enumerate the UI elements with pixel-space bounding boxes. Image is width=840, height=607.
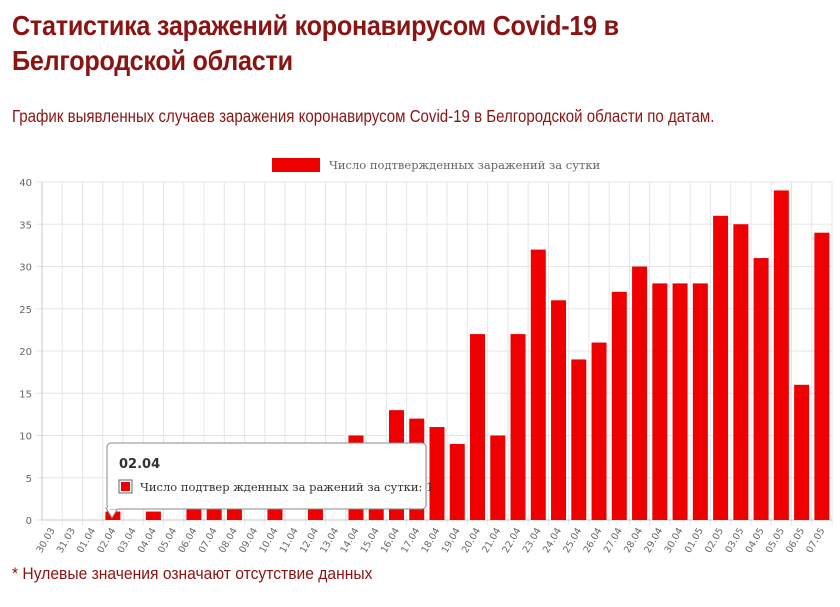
x-tick-label: 16.04 [379,526,402,555]
bar[interactable] [773,190,789,520]
x-tick-label: 15.04 [359,526,382,555]
x-tick-label: 28.04 [622,526,645,555]
page-title: Статистика заражений коронавирусом Covid… [12,10,619,76]
y-tick-label: 25 [19,305,32,316]
x-tick-label: 09.04 [237,526,260,555]
x-tick-label: 14.04 [338,526,361,555]
x-tick-label: 31.03 [55,526,78,555]
bar[interactable] [591,342,607,520]
x-tick-label: 01.04 [75,526,98,555]
x-tick-labels: 30.0331.0301.0402.0403.0404.0405.0406.04… [35,526,828,555]
x-tick-label: 19.04 [440,526,463,555]
x-tick-label: 27.04 [602,526,625,555]
x-tick-label: 23.04 [521,526,544,555]
x-tick-label: 25.04 [561,526,584,555]
bar[interactable] [510,334,526,520]
tooltip-box [106,442,427,510]
tooltip: 02.04 Число подтвер жденных за ражений з… [105,442,433,519]
bar[interactable] [530,249,546,520]
y-tick-label: 35 [19,220,32,231]
x-tick-label: 18.04 [419,526,442,555]
bar[interactable] [814,232,830,520]
x-tick-label: 06.04 [176,526,199,555]
bar[interactable] [652,283,668,520]
y-tick-label: 30 [19,263,32,274]
y-tick-label: 10 [19,432,32,443]
bar[interactable] [713,215,729,521]
bar[interactable] [429,427,445,520]
bar[interactable] [571,359,587,520]
bar[interactable] [733,224,749,520]
tooltip-label: Число подтвер жденных за ражений за сутк… [140,480,433,494]
y-tick-label: 20 [19,347,32,358]
page-subtitle: График выявленных случаев заражения коро… [12,106,715,126]
bar[interactable] [449,443,465,520]
x-tick-label: 07.05 [804,526,827,555]
x-tick-label: 01.05 [683,526,706,555]
x-tick-label: 02.05 [703,526,726,555]
x-tick-label: 20.04 [460,526,483,555]
y-tick-label: 40 [19,178,32,189]
x-tick-label: 26.04 [582,526,605,555]
x-tick-label: 06.05 [784,526,807,555]
y-tick-labels: 0 5 10 15 20 25 30 35 40 [19,178,32,527]
x-tick-label: 30.04 [663,526,686,555]
x-tick-label: 02.04 [95,526,118,555]
legend-swatch [272,158,320,172]
x-tick-label: 24.04 [541,526,564,555]
bar[interactable] [470,334,486,520]
y-tick-label: 0 [26,516,32,527]
x-tick-label: 08.04 [217,526,240,555]
x-tick-label: 05.04 [156,526,179,555]
x-tick-label: 04.04 [136,526,159,555]
legend-label: Число подтвержденных заражений за сутки [329,158,601,172]
x-tick-label: 22.04 [500,526,523,555]
x-tick-label: 10.04 [257,526,280,555]
x-tick-label: 17.04 [399,526,422,555]
bar[interactable] [551,300,567,520]
x-tick-label: 30.03 [35,526,58,555]
bar[interactable] [490,435,506,521]
x-tick-label: 04.05 [744,526,767,555]
x-tick-label: 11.04 [278,526,301,555]
x-tick-label: 05.05 [764,526,787,555]
x-tick-label: 13.04 [318,526,341,555]
footnote: * Нулевые значения означают отсутствие д… [12,564,373,583]
x-tick-label: 12.04 [298,526,321,555]
tooltip-title: 02.04 [119,457,160,472]
bar[interactable] [794,384,810,520]
x-tick-label: 21.04 [480,526,503,555]
bar[interactable] [145,511,161,520]
bar[interactable] [692,283,708,520]
x-tick-label: 03.05 [723,526,746,555]
x-tick-label: 07.04 [197,526,220,555]
bar[interactable] [672,283,688,520]
bar[interactable] [632,266,648,521]
chart-legend[interactable]: Число подтвержденных заражений за сутки [272,158,601,172]
x-tick-label: 29.04 [642,526,665,555]
y-tick-label: 15 [19,389,32,400]
bar[interactable] [611,291,627,520]
bar[interactable] [753,258,769,520]
y-tick-label: 5 [26,474,32,485]
x-tick-label: 03.04 [116,526,139,555]
